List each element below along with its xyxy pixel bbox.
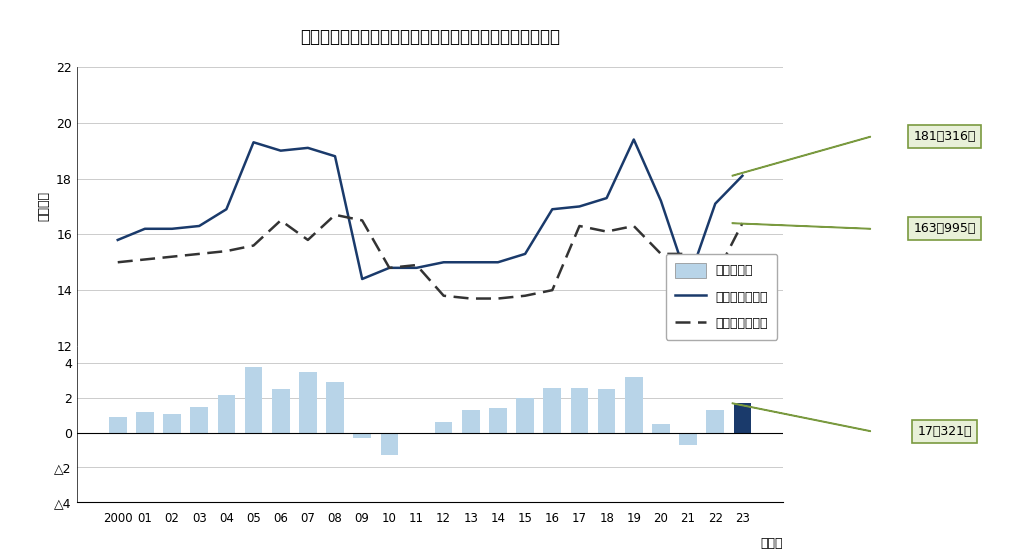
- Bar: [245, 367, 262, 433]
- Bar: [462, 410, 479, 433]
- Bar: [109, 417, 127, 433]
- Bar: [299, 372, 316, 433]
- Bar: [489, 408, 507, 433]
- Text: 181，316人: 181，316人: [913, 130, 976, 143]
- Bar: [598, 389, 615, 433]
- Bar: [570, 388, 588, 433]
- Bar: [272, 389, 290, 433]
- Bar: [327, 382, 344, 433]
- Bar: [733, 403, 752, 433]
- Bar: [381, 433, 398, 455]
- Bar: [163, 413, 181, 433]
- Text: （年）: （年）: [761, 537, 783, 550]
- Bar: [544, 388, 561, 433]
- Bar: [625, 377, 643, 433]
- Bar: [353, 433, 371, 438]
- Bar: [217, 395, 236, 433]
- Bar: [652, 424, 670, 433]
- Bar: [679, 433, 697, 445]
- Bar: [435, 422, 453, 433]
- Text: 県外との転入・転出数の推移（２０００年～２０２３年）: 県外との転入・転出数の推移（２０００年～２０２３年）: [300, 28, 560, 46]
- Bar: [190, 407, 208, 433]
- Y-axis label: （万人）: （万人）: [38, 191, 50, 222]
- Bar: [408, 433, 425, 435]
- Text: 17，321人: 17，321人: [918, 425, 972, 437]
- Bar: [136, 412, 154, 433]
- Legend: 転入超過数, 転入数（県外）, 転出数（県外）: 転入超過数, 転入数（県外）, 転出数（県外）: [666, 254, 777, 340]
- Text: 163，995人: 163，995人: [913, 222, 976, 235]
- Bar: [707, 410, 724, 433]
- Bar: [516, 398, 534, 433]
